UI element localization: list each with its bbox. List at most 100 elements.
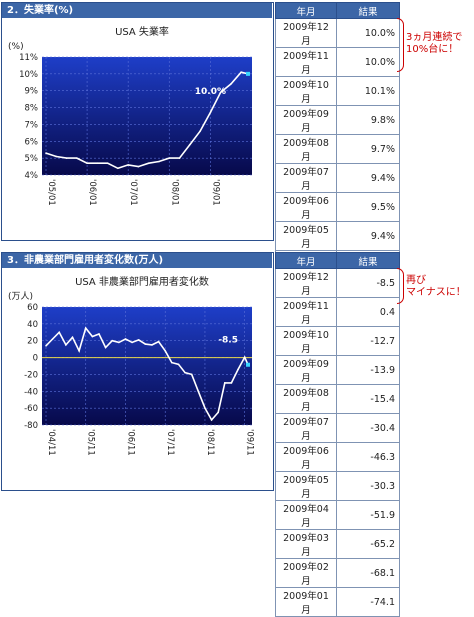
data-point: [168, 157, 171, 159]
row-value: 0.4: [336, 297, 400, 327]
table-row: 2009年11月 0.4: [275, 297, 400, 327]
data-point: [237, 368, 239, 371]
x-tick-label: '06/01: [87, 179, 97, 206]
y-tick-label: 5%: [25, 154, 39, 164]
data-point: [184, 371, 186, 374]
row-month: 2009年04月: [275, 500, 337, 530]
x-tick-label: '09/11: [245, 429, 255, 456]
row-month: 2009年05月: [275, 471, 337, 501]
data-point: [188, 143, 191, 146]
row-month: 2009年06月: [275, 442, 337, 472]
data-point: [171, 361, 173, 364]
row-value: 9.4%: [336, 163, 400, 193]
row-value: 10.0%: [336, 47, 400, 77]
table-row: 2009年08月 -15.4: [275, 384, 400, 414]
table-row: 2009年06月 -46.3: [275, 442, 400, 472]
row-value: -13.9: [336, 355, 400, 385]
y-tick-label: 10%: [19, 70, 38, 80]
table-header-month: 年月: [275, 252, 337, 269]
data-point: [209, 111, 212, 114]
table-row: 2009年10月 10.1%: [275, 76, 400, 106]
row-month: 2009年08月: [275, 384, 337, 414]
row-month: 2009年07月: [275, 413, 337, 443]
data-point: [45, 152, 47, 154]
data-point: [243, 356, 246, 359]
y-tick-label: -40: [24, 387, 38, 397]
y-tick-label: 7%: [25, 120, 39, 130]
data-point: [199, 130, 201, 132]
x-tick-label: '05/01: [46, 179, 56, 206]
annotation-label: -8.5: [218, 336, 238, 346]
row-month: 2009年05月: [275, 221, 337, 251]
data-point: [219, 91, 222, 94]
chart-title: USA 失業率: [115, 25, 169, 38]
data-point: [164, 350, 167, 352]
row-value: -12.7: [336, 326, 400, 356]
y-tick-label: 6%: [25, 137, 39, 147]
data-point: [210, 419, 213, 421]
table-row: 2009年05月 -30.3: [275, 471, 400, 501]
row-month: 2009年12月: [275, 18, 337, 48]
y-tick-label: 0: [33, 354, 38, 364]
data-point: [158, 160, 160, 163]
data-point: [147, 162, 150, 164]
table-row: 2009年12月 -8.5: [275, 268, 400, 298]
y-tick-label: 4%: [25, 171, 39, 181]
row-value: -74.1: [336, 587, 400, 617]
row-value: -65.2: [336, 529, 400, 559]
note-line: 10%台に！: [406, 44, 459, 55]
row-value: 9.7%: [336, 134, 400, 164]
y-tick-label: -80: [24, 421, 38, 431]
data-point: [124, 338, 127, 340]
data-point: [178, 157, 181, 159]
row-value: -51.9: [336, 500, 400, 530]
table-row: 2009年09月 -13.9: [275, 355, 400, 385]
table-row: 2009年07月 9.4%: [275, 163, 400, 193]
y-tick-label: 8%: [25, 104, 39, 114]
plot-area: [42, 57, 252, 175]
table-header-value: 結果: [336, 2, 400, 19]
plot-area: [42, 307, 252, 425]
data-point: [76, 157, 78, 159]
row-month: 2009年06月: [275, 192, 337, 222]
y-tick-label: -60: [24, 404, 38, 414]
row-month: 2009年11月: [275, 47, 337, 77]
data-point: [157, 340, 160, 343]
data-point: [84, 327, 87, 329]
row-month: 2009年03月: [275, 529, 337, 559]
data-point: [131, 341, 133, 344]
table-row: 2009年11月 10.0%: [275, 47, 400, 77]
table-row: 2009年10月 -12.7: [275, 326, 400, 356]
note-line: 3ヵ月連続で: [406, 32, 463, 43]
row-value: -15.4: [336, 384, 400, 414]
data-point: [98, 333, 100, 335]
unemployment-note-bracket: [397, 18, 404, 72]
x-tick-label: '08/11: [205, 429, 215, 456]
row-month: 2009年10月: [275, 76, 337, 106]
payroll-note-bracket: [397, 268, 404, 304]
y-tick-label: 9%: [25, 87, 39, 97]
y-tick-label: 20: [27, 337, 38, 347]
row-month: 2009年12月: [275, 268, 337, 298]
data-point: [78, 350, 80, 352]
payroll-chart: USA 非農業部門雇用者変化数 (万人)60 40 20 0 -20 -40 -60 -80 '0…: [8, 275, 255, 456]
y-tick-label: -20: [24, 370, 38, 380]
row-month: 2009年09月: [275, 105, 337, 135]
y-tick-label: 40: [27, 320, 38, 330]
data-point: [117, 167, 119, 170]
table-header-month: 年月: [275, 2, 337, 19]
row-value: -46.3: [336, 442, 400, 472]
x-tick-label: '08/01: [169, 179, 179, 206]
row-month: 2009年09月: [275, 355, 337, 385]
data-point: [106, 162, 109, 164]
row-value: 9.4%: [336, 221, 400, 251]
payroll-section-header: 3．非農業部門雇用者変化数(万人): [2, 253, 272, 268]
y-tick-label: 60: [27, 303, 38, 313]
data-point: [71, 336, 74, 339]
row-value: -30.3: [336, 471, 400, 501]
table-row: 2009年08月 9.7%: [275, 134, 400, 164]
row-value: -68.1: [336, 558, 400, 588]
data-point: [217, 411, 219, 414]
data-point: [96, 162, 99, 164]
data-point: [45, 344, 47, 347]
